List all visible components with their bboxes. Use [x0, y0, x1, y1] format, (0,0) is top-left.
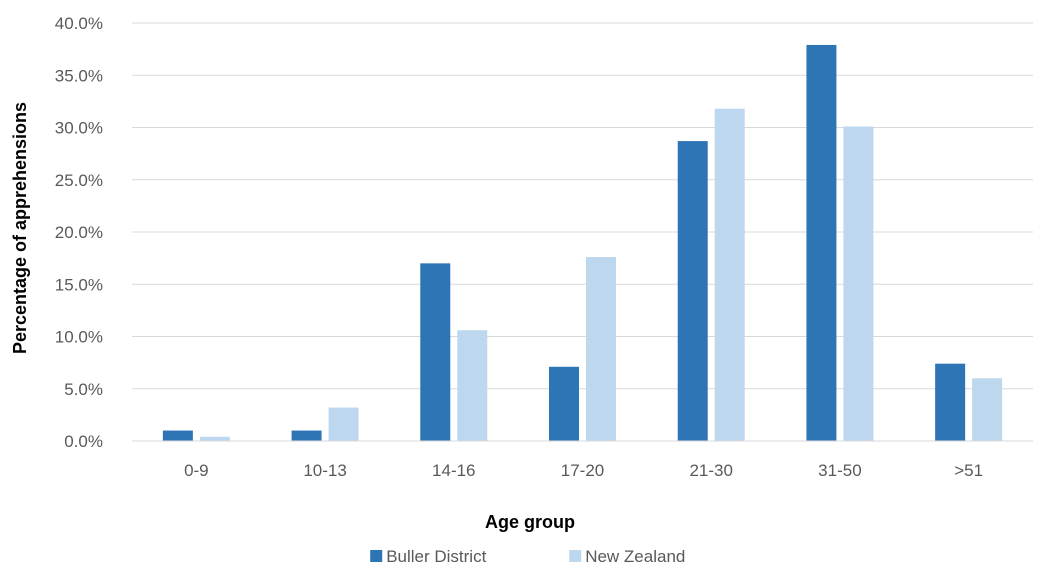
x-tick-label: 14-16 [432, 461, 475, 480]
x-axis-ticks: 0-9 10-13 14-16 17-20 21-30 31-50 >51 [184, 461, 983, 480]
bar-buller-district [420, 263, 451, 441]
bar-buller-district [549, 366, 579, 441]
y-tick-label: 25.0% [55, 171, 103, 190]
bar-buller-district [935, 363, 966, 441]
x-tick-label: 31-50 [818, 461, 861, 480]
legend-swatch-buller-district [370, 550, 383, 562]
bar-buller-district [677, 141, 708, 441]
bar-new-zealand [457, 330, 488, 441]
x-tick-label: 21-30 [689, 461, 732, 480]
legend-label: Buller District [386, 547, 486, 566]
bar-buller-district [291, 430, 322, 441]
y-tick-label: 0.0% [64, 432, 103, 451]
y-tick-label: 30.0% [55, 119, 103, 138]
x-tick-label: 10-13 [303, 461, 346, 480]
y-tick-label: 35.0% [55, 66, 103, 85]
x-tick-label: 17-20 [561, 461, 604, 480]
y-tick-label: 10.0% [55, 328, 103, 347]
bars [162, 44, 1003, 441]
bar-new-zealand [972, 378, 1003, 441]
bar-new-zealand [586, 257, 616, 441]
bar-new-zealand [714, 108, 745, 441]
y-tick-label: 5.0% [64, 380, 103, 399]
bar-new-zealand [843, 126, 874, 441]
bar-new-zealand [199, 436, 230, 441]
legend-label: New Zealand [585, 547, 685, 566]
bar-new-zealand [328, 407, 359, 441]
x-axis-title: Age group [485, 512, 575, 532]
gridlines [132, 22, 1033, 390]
bar-buller-district [806, 44, 837, 441]
y-axis-ticks: 0.0% 5.0% 10.0% 15.0% 20.0% 25.0% 30.0% 35.0% 40… [55, 14, 103, 451]
legend: Buller District New Zealand [370, 547, 685, 566]
bar-buller-district [162, 430, 193, 441]
legend-swatch-new-zealand [569, 550, 582, 562]
y-axis-title: Percentage of apprehensions [10, 102, 30, 354]
y-tick-label: 20.0% [55, 223, 103, 242]
x-tick-label: >51 [954, 461, 983, 480]
y-tick-label: 15.0% [55, 275, 103, 294]
x-tick-label: 0-9 [184, 461, 209, 480]
y-tick-label: 40.0% [55, 14, 103, 33]
